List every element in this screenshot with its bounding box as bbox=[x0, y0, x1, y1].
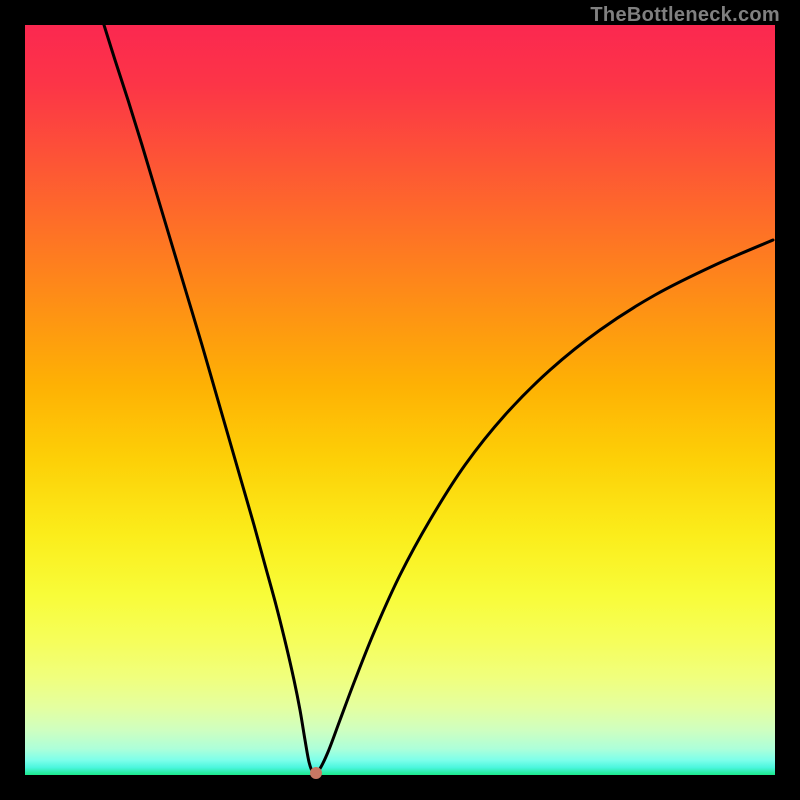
optimal-marker bbox=[310, 767, 322, 779]
chart-container: TheBottleneck.com bbox=[0, 0, 800, 800]
plot-area bbox=[25, 25, 775, 775]
watermark-text: TheBottleneck.com bbox=[590, 4, 780, 27]
